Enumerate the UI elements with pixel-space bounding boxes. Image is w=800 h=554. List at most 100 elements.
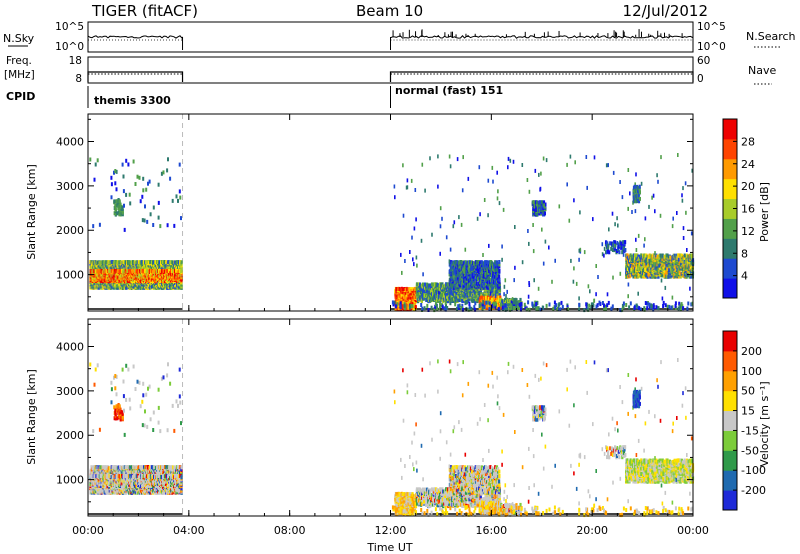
scatter-cell: [491, 295, 494, 300]
scatter-cell: [102, 260, 105, 265]
scatter-cell: [143, 218, 146, 223]
scatter-cell: [515, 298, 518, 303]
scatter-cell: [470, 270, 473, 275]
scatter-cell: [167, 157, 169, 162]
scatter-cell: [536, 212, 539, 217]
scatter-cell: [152, 269, 155, 274]
scatter-cell: [122, 268, 125, 273]
nsky-trace: [87, 29, 694, 50]
scatter-cell: [403, 287, 406, 291]
scatter-cell: [145, 187, 148, 192]
scatter-cell: [449, 288, 452, 293]
scatter-cell: [150, 284, 153, 289]
cpid-row: [87, 86, 391, 108]
scatter-cell: [415, 286, 418, 291]
scatter-cell: [419, 282, 422, 287]
scatter-cell: [472, 298, 475, 303]
scatter-cell: [470, 264, 473, 269]
nsky-tick-top: 10^5: [55, 21, 84, 33]
scatter-cell: [406, 302, 409, 307]
scatter-cell: [455, 272, 458, 277]
scatter-cell: [147, 282, 150, 287]
scatter-cell: [152, 205, 155, 210]
scatter-cell: [447, 282, 450, 287]
scatter-cell: [430, 282, 434, 287]
scatter-cell: [458, 260, 461, 265]
scatter-cell: [146, 260, 149, 264]
nsky-tick-bottom: 10^0: [55, 41, 84, 53]
scatter-cell: [178, 189, 181, 194]
scatter-cell: [498, 274, 501, 279]
scatter-cell: [179, 195, 182, 200]
scatter-cell: [124, 260, 127, 265]
scatter-cell: [148, 179, 151, 184]
scatter-cell: [449, 282, 452, 287]
scatter-cell: [122, 174, 125, 179]
scatter-cell: [535, 204, 538, 209]
scatter-cell: [628, 262, 631, 267]
scatter-cell: [627, 274, 630, 279]
scatter-cell: [157, 182, 160, 187]
scatter-cell: [110, 268, 113, 273]
scatter-cell: [410, 291, 413, 296]
scatter-cell: [504, 297, 507, 302]
scatter-cell: [179, 260, 182, 264]
scatter-cell: [483, 292, 486, 297]
scatter-cell: [137, 278, 140, 283]
scatter-cell: [422, 282, 425, 287]
scatter-cell: [122, 189, 125, 194]
scatter-cell: [121, 162, 124, 167]
scatter-cell: [492, 273, 495, 278]
scatter-cell: [474, 264, 478, 269]
scatter-cell: [455, 277, 458, 282]
scatter-cell: [461, 268, 464, 272]
scatter-cell: [125, 192, 128, 197]
scatter-cell: [146, 219, 149, 224]
scatter-cell: [454, 266, 457, 271]
scatter-cell: [175, 268, 178, 273]
date-title: 12/Jul/2012: [623, 2, 708, 20]
scatter-cell: [108, 268, 111, 273]
scatter-cell: [497, 262, 500, 267]
scatter-cell: [417, 293, 420, 298]
nsearch-tick-bottom: 10^0: [697, 41, 726, 53]
cpid-segment-1-label: themis 3300: [94, 94, 171, 107]
scatter-cell: [141, 194, 144, 199]
scatter-cell: [470, 273, 473, 278]
scatter-cell: [118, 199, 121, 204]
scatter-cell: [498, 264, 501, 269]
scatter-cell: [478, 299, 481, 304]
scatter-cell: [494, 260, 497, 265]
scatter-cell: [499, 297, 502, 302]
scatter-cell: [138, 274, 141, 279]
scatter-cell: [172, 269, 175, 274]
scatter-cell: [448, 291, 451, 296]
scatter-cell: [138, 175, 141, 180]
scatter-cell: [625, 260, 628, 265]
scatter-cell: [480, 263, 483, 268]
scatter-cell: [157, 215, 160, 220]
freq-unit-label: [MHz]: [4, 69, 35, 81]
scatter-cell: [121, 205, 124, 210]
scatter-cell: [126, 269, 129, 273]
scatter-cell: [113, 199, 116, 204]
scatter-cell: [433, 291, 436, 296]
scatter-cell: [437, 298, 440, 302]
scatter-cell: [116, 211, 119, 216]
scatter-cell: [141, 218, 144, 223]
scatter-cell: [169, 176, 172, 181]
scatter-cell: [398, 287, 401, 291]
station-title: TIGER (fitACF): [91, 2, 198, 20]
scatter-cell: [498, 269, 501, 273]
scatter-cell: [110, 182, 113, 187]
scatter-cell: [461, 278, 464, 283]
scatter-cell: [444, 291, 447, 296]
scatter-cell: [120, 281, 123, 286]
scatter-cell: [96, 158, 99, 163]
freq-tick-bottom: 8: [75, 73, 82, 85]
scatter-cell: [493, 274, 497, 279]
scatter-cell: [486, 273, 489, 278]
scatter-cell: [535, 200, 539, 205]
scatter-cell: [157, 281, 161, 286]
scatter-cell: [453, 271, 456, 276]
